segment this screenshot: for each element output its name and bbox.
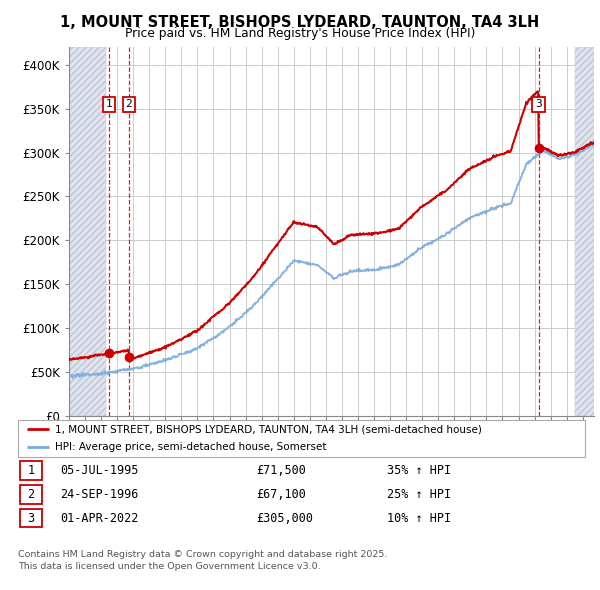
Text: 35% ↑ HPI: 35% ↑ HPI bbox=[386, 464, 451, 477]
Text: 25% ↑ HPI: 25% ↑ HPI bbox=[386, 488, 451, 501]
FancyBboxPatch shape bbox=[20, 485, 42, 504]
Text: HPI: Average price, semi-detached house, Somerset: HPI: Average price, semi-detached house,… bbox=[55, 442, 326, 452]
Text: 3: 3 bbox=[535, 99, 542, 109]
Text: Contains HM Land Registry data © Crown copyright and database right 2025.
This d: Contains HM Land Registry data © Crown c… bbox=[18, 550, 388, 571]
Text: 1, MOUNT STREET, BISHOPS LYDEARD, TAUNTON, TA4 3LH: 1, MOUNT STREET, BISHOPS LYDEARD, TAUNTO… bbox=[61, 15, 539, 30]
Text: 10% ↑ HPI: 10% ↑ HPI bbox=[386, 512, 451, 525]
Text: 2: 2 bbox=[125, 99, 132, 109]
FancyBboxPatch shape bbox=[20, 461, 42, 480]
Text: 2: 2 bbox=[28, 488, 35, 501]
Text: 1: 1 bbox=[28, 464, 35, 477]
Text: £71,500: £71,500 bbox=[256, 464, 306, 477]
Text: 1: 1 bbox=[106, 99, 113, 109]
Text: 24-SEP-1996: 24-SEP-1996 bbox=[61, 488, 139, 501]
Text: 01-APR-2022: 01-APR-2022 bbox=[61, 512, 139, 525]
FancyBboxPatch shape bbox=[20, 509, 42, 527]
FancyBboxPatch shape bbox=[18, 420, 585, 457]
Text: £305,000: £305,000 bbox=[256, 512, 313, 525]
Text: £67,100: £67,100 bbox=[256, 488, 306, 501]
Text: Price paid vs. HM Land Registry's House Price Index (HPI): Price paid vs. HM Land Registry's House … bbox=[125, 27, 475, 40]
Text: 1, MOUNT STREET, BISHOPS LYDEARD, TAUNTON, TA4 3LH (semi-detached house): 1, MOUNT STREET, BISHOPS LYDEARD, TAUNTO… bbox=[55, 424, 482, 434]
Text: 05-JUL-1995: 05-JUL-1995 bbox=[61, 464, 139, 477]
Text: 3: 3 bbox=[28, 512, 35, 525]
